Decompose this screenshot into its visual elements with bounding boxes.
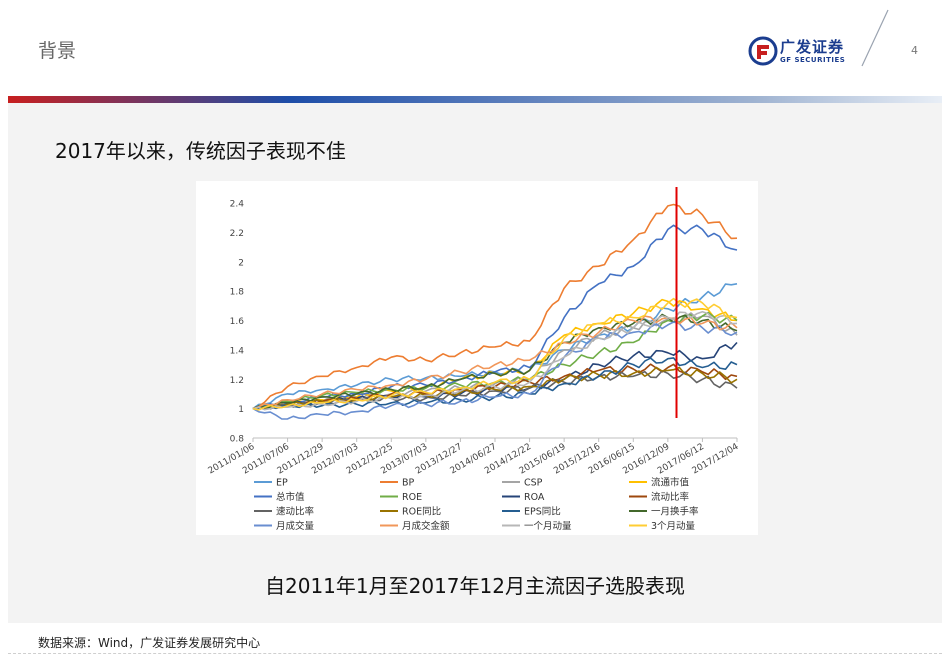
legend-label: BP (402, 478, 415, 489)
legend-label: 一月换手率 (651, 506, 699, 518)
slide-title: 背景 (38, 40, 77, 62)
factor-performance-chart: 2.42.221.81.61.41.210.82011/01/062011/07… (207, 187, 741, 532)
series-line-12 (252, 321, 738, 420)
y-tick-label: 2 (238, 258, 244, 268)
page-number: 4 (911, 44, 918, 57)
legend-label: 总市值 (276, 491, 305, 503)
legend-label: EPS同比 (524, 506, 561, 518)
legend-label: ROE同比 (402, 506, 441, 518)
legend-label: 速动比率 (276, 506, 315, 518)
y-tick-label: 0.8 (230, 435, 245, 445)
legend-label: EP (276, 478, 288, 489)
y-tick-label: 1.6 (230, 317, 245, 327)
data-source-note: 数据来源：Wind，广发证券发展研究中心 (38, 636, 261, 650)
chart-container: 2.4 2.2 2 1.8 1.6 1.4 1.2 1 0.8 2011/01/06 2011/07… (196, 181, 758, 535)
legend-label: 流通市值 (651, 477, 690, 489)
header-divider-slash (861, 9, 889, 67)
slide-heading: 2017年以来，传统因子表现不佳 (55, 139, 346, 163)
y-tick-label: 1.2 (230, 376, 244, 386)
y-tick-label: 2.2 (230, 229, 244, 239)
legend-label: ROE (402, 492, 422, 503)
brand-name-en: GF SECURITIES (780, 56, 846, 64)
legend-label: 流动比率 (651, 491, 690, 503)
chart-caption: 自2011年1月至2017年12月主流因子选股表现 (265, 574, 685, 598)
legend-label: CSP (524, 478, 543, 489)
gf-logo-icon (748, 36, 778, 66)
y-tick-label: 1 (238, 405, 244, 415)
y-tick-label: 1.4 (230, 346, 245, 356)
legend-label: 月成交量 (276, 520, 315, 532)
y-tick-label: 1.8 (230, 288, 245, 298)
footer-divider (8, 653, 942, 654)
legend-label: 一个月动量 (524, 521, 572, 532)
brand-name-cn: 广发证券 (780, 38, 845, 56)
brand-logo: 广发证券 GF SECURITIES (748, 36, 888, 70)
series-line-15 (252, 297, 738, 411)
series-line-1 (252, 203, 738, 410)
series-line-13 (252, 315, 738, 410)
legend-label: ROA (524, 492, 545, 503)
y-tick-label: 2.4 (230, 200, 245, 210)
header-gradient-bar (8, 96, 942, 103)
legend-label: 月成交金额 (402, 520, 450, 532)
legend-label: 3个月动量 (651, 521, 696, 532)
series-line-14 (252, 310, 738, 411)
